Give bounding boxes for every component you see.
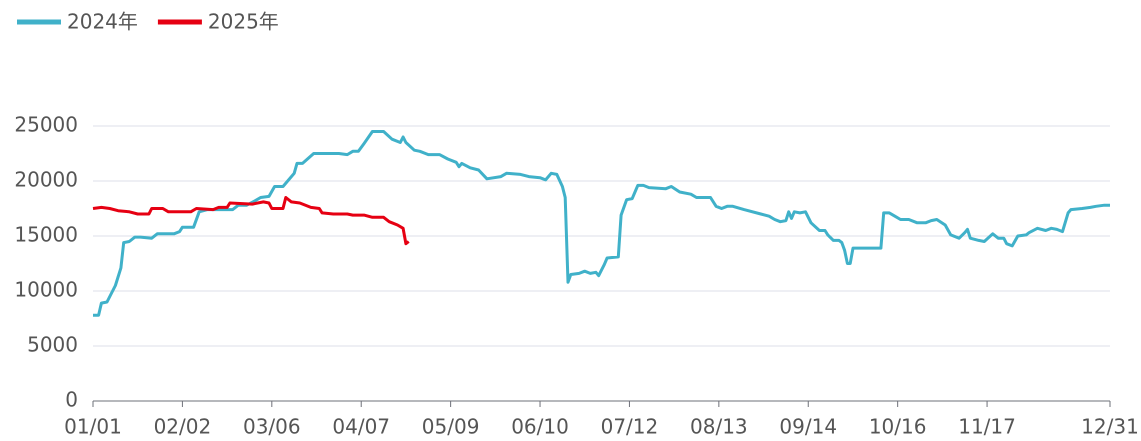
- y-tick-label: 0: [65, 388, 78, 412]
- x-tick-label: 05/09: [422, 415, 480, 439]
- x-tick-label: 09/14: [779, 415, 837, 439]
- x-tick-label: 02/02: [154, 415, 212, 439]
- x-tick-label: 04/07: [332, 415, 390, 439]
- series-line: [92, 196, 410, 246]
- y-tick-label: 5000: [27, 333, 78, 357]
- x-tick-label: 10/16: [869, 415, 927, 439]
- series-line: [93, 130, 1110, 317]
- y-tick-label: 25000: [14, 113, 78, 137]
- legend-label: 2025年: [208, 10, 279, 34]
- y-tick-label: 15000: [14, 223, 78, 247]
- x-tick-label: 08/13: [690, 415, 748, 439]
- x-tick-label: 01/01: [64, 415, 122, 439]
- y-tick-label: 20000: [14, 168, 78, 192]
- y-tick-label: 10000: [14, 278, 78, 302]
- x-tick-label: 06/10: [511, 415, 569, 439]
- legend-label: 2024年: [67, 10, 138, 34]
- x-tick-label: 11/17: [958, 415, 1016, 439]
- x-tick-label: 07/12: [601, 415, 659, 439]
- x-tick-label: 03/06: [243, 415, 301, 439]
- x-tick-label: 12/31: [1081, 415, 1139, 439]
